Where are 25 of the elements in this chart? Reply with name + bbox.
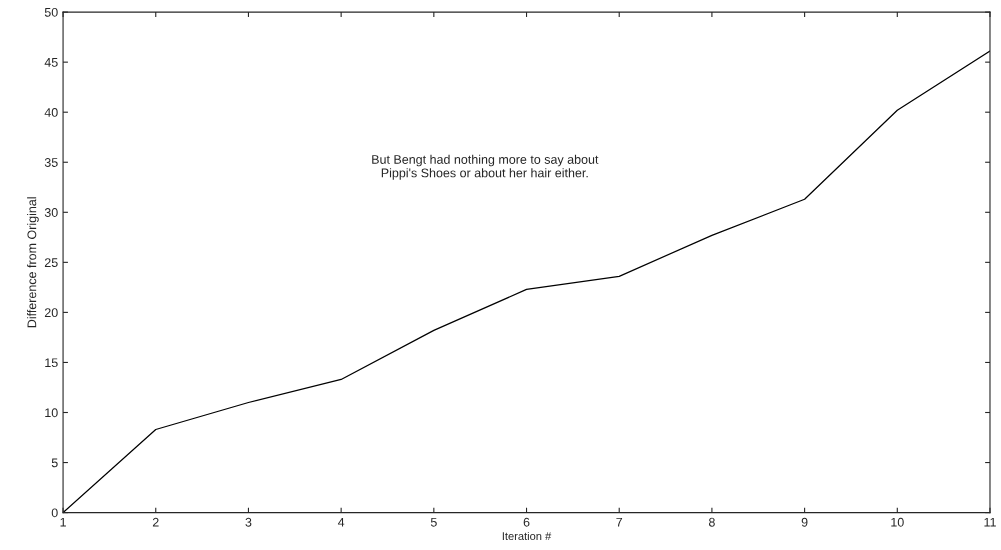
y-tick-label: 5 <box>51 458 58 468</box>
x-tick-label: 8 <box>708 517 715 527</box>
x-tick-label: 5 <box>430 517 437 527</box>
x-tick-label: 6 <box>523 517 530 527</box>
annotation: But Bengt had nothing more to say about Pippi's Shoes or about her hair either. <box>372 154 599 180</box>
x-tick-label: 10 <box>891 517 904 527</box>
x-tick-label: 2 <box>152 517 159 527</box>
x-tick-label: 7 <box>616 517 623 527</box>
y-tick-label: 40 <box>44 108 58 117</box>
y-tick-label: 35 <box>44 158 58 167</box>
x-tick-label: 11 <box>984 517 996 527</box>
y-axis-title: Difference from Original <box>27 197 39 328</box>
x-tick-label: 9 <box>801 517 808 527</box>
y-tick-label: 45 <box>44 58 58 67</box>
y-tick-label: 15 <box>45 358 58 368</box>
x-tick-label: 4 <box>337 517 345 527</box>
y-tick-label: 20 <box>44 308 58 318</box>
y-tick-label: 25 <box>44 258 58 267</box>
x-tick-label: 3 <box>245 517 252 527</box>
y-tick-label: 50 <box>44 7 58 17</box>
y-tick-label: 30 <box>44 208 58 217</box>
x-axis-title: Iteration # <box>502 531 552 541</box>
y-tick-label: 10 <box>45 408 58 418</box>
x-tick-label: 1 <box>60 517 66 527</box>
y-tick-label: 0 <box>51 508 58 518</box>
